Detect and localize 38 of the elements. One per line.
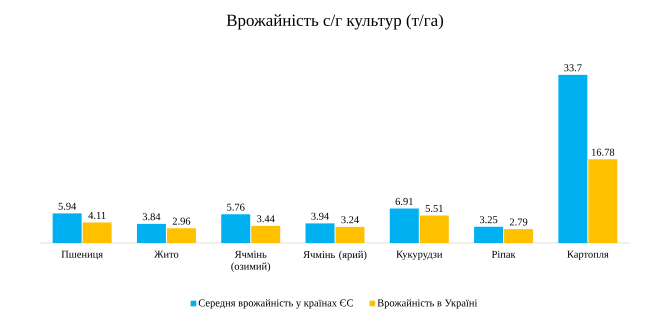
bar bbox=[558, 74, 588, 243]
legend-label: Врожайність в Україні bbox=[377, 299, 478, 309]
x-tick-label: Ячмінь (озимий) bbox=[231, 250, 270, 272]
data-label: 3.25 bbox=[480, 216, 498, 224]
data-label: 5.94 bbox=[58, 202, 76, 210]
bar bbox=[52, 213, 82, 243]
data-label: 3.94 bbox=[311, 212, 329, 220]
bar bbox=[504, 229, 534, 243]
data-label: 2.79 bbox=[510, 218, 528, 226]
data-label: 16.78 bbox=[592, 148, 614, 156]
bar bbox=[136, 224, 166, 243]
x-tick-label: Картопля bbox=[567, 250, 609, 260]
x-tick-label: Пшениця bbox=[62, 250, 103, 260]
data-label: 2.96 bbox=[172, 218, 190, 225]
data-label: 5.76 bbox=[227, 204, 245, 211]
legend-label: Середня врожайність у країнах ЄС bbox=[198, 299, 353, 309]
bar bbox=[390, 208, 419, 243]
bar bbox=[588, 159, 618, 243]
x-tick-label: Кукурудзи bbox=[396, 250, 442, 260]
chart-title: Врожайність с/г культур (т/га) bbox=[226, 14, 444, 30]
data-label: 3.24 bbox=[341, 216, 359, 224]
bar bbox=[251, 226, 280, 243]
data-label: 33.7 bbox=[564, 64, 582, 72]
bar bbox=[166, 228, 196, 243]
x-tick-label: Ячмінь (ярий) bbox=[303, 250, 366, 260]
data-label: 6.91 bbox=[396, 198, 413, 205]
data-label: 3.84 bbox=[142, 213, 160, 220]
x-tick-label: Жито bbox=[154, 250, 178, 258]
data-label: 3.44 bbox=[257, 215, 275, 222]
bar bbox=[420, 216, 449, 243]
data-label: 4.11 bbox=[88, 212, 106, 219]
x-tick-label: Ріпак bbox=[492, 250, 516, 258]
bar bbox=[336, 226, 364, 243]
bar bbox=[306, 223, 334, 243]
bar bbox=[221, 214, 250, 243]
bar bbox=[82, 222, 112, 243]
data-label: 5.51 bbox=[426, 204, 443, 212]
bar bbox=[474, 226, 504, 243]
